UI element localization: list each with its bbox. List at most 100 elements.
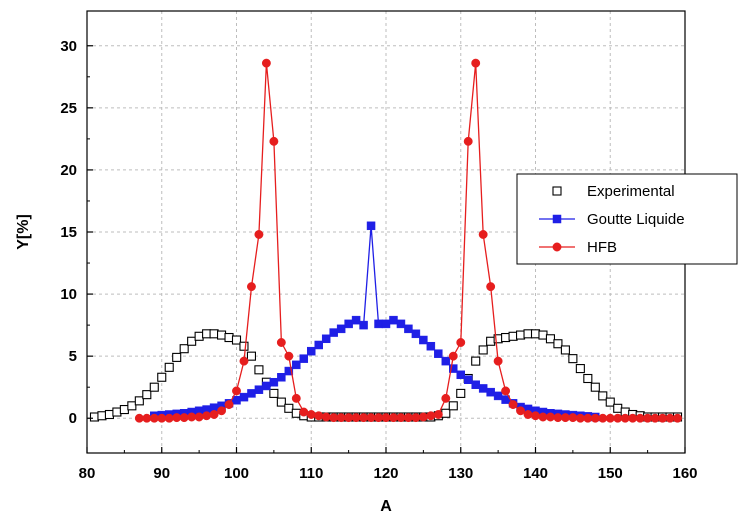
- data-point: [149, 382, 159, 392]
- data-point: [613, 403, 623, 413]
- data-point: [583, 413, 593, 423]
- data-point: [314, 411, 324, 421]
- data-point: [411, 329, 421, 339]
- data-point: [381, 413, 391, 423]
- data-point: [411, 413, 421, 423]
- y-tick-label: 5: [69, 348, 77, 365]
- data-point: [643, 413, 653, 423]
- data-point: [381, 319, 391, 329]
- data-point: [299, 354, 309, 363]
- data-point: [650, 413, 660, 423]
- data-point: [389, 315, 398, 325]
- legend-marker: [552, 242, 562, 252]
- data-point: [217, 330, 227, 340]
- legend-item: Goutte Liquide: [539, 211, 685, 228]
- data-point: [351, 413, 361, 423]
- x-tick-label: 110: [299, 465, 323, 482]
- data-point: [366, 413, 376, 423]
- data-point: [620, 413, 630, 423]
- data-point: [299, 407, 309, 417]
- data-point: [366, 221, 376, 231]
- series-1: [150, 221, 600, 422]
- data-point: [157, 372, 167, 382]
- data-point: [538, 330, 548, 340]
- data-point: [254, 230, 264, 239]
- data-point: [187, 412, 197, 422]
- y-tick-label: 0: [69, 410, 77, 427]
- legend-item: HFB: [539, 239, 617, 256]
- data-point: [523, 329, 533, 339]
- legend-marker: [552, 186, 562, 196]
- y-tick-label: 15: [60, 224, 77, 241]
- data-point: [142, 390, 152, 400]
- data-point: [231, 335, 242, 345]
- data-point: [471, 380, 480, 389]
- data-point: [665, 413, 675, 423]
- data-point: [202, 329, 212, 339]
- data-point: [336, 324, 346, 334]
- data-point: [419, 335, 428, 345]
- data-point: [486, 282, 496, 292]
- data-point: [575, 413, 585, 423]
- data-point: [449, 364, 458, 373]
- legend-label: Experimental: [587, 183, 675, 200]
- ticks: 80 90 100 110 120 130 140 150 160 0 5 10 15 20 25 30: [60, 38, 697, 482]
- data-point: [389, 413, 398, 423]
- data-point: [246, 351, 256, 361]
- data-point: [493, 391, 503, 401]
- data-point: [590, 382, 600, 392]
- data-point: [613, 413, 623, 423]
- data-point: [321, 412, 331, 422]
- data-point: [291, 393, 301, 403]
- data-point: [351, 315, 361, 325]
- data-point: [149, 413, 159, 423]
- data-point: [448, 401, 458, 411]
- data-point: [291, 408, 301, 418]
- data-point: [590, 413, 600, 423]
- data-point: [478, 230, 488, 239]
- data-point: [262, 381, 271, 391]
- x-tick-label: 100: [224, 465, 249, 482]
- data-point: [247, 389, 256, 398]
- data-point: [605, 397, 615, 407]
- data-point: [583, 373, 593, 384]
- data-point: [598, 391, 608, 401]
- data-point: [403, 413, 413, 423]
- data-point: [426, 341, 436, 351]
- data-point: [89, 412, 100, 422]
- series-layer: [89, 58, 683, 423]
- data-point: [306, 410, 316, 419]
- data-point: [284, 351, 294, 361]
- x-tick-label: 130: [448, 465, 473, 482]
- x-tick-label: 140: [523, 465, 548, 482]
- data-point: [119, 404, 129, 415]
- data-point: [314, 340, 323, 350]
- data-point: [508, 331, 518, 341]
- data-point: [426, 411, 436, 421]
- data-point: [575, 364, 585, 374]
- y-axis-title: Y[%]: [15, 214, 32, 250]
- data-point: [374, 319, 383, 329]
- x-tick-label: 150: [598, 465, 623, 482]
- data-point: [217, 406, 227, 416]
- data-point: [261, 58, 271, 68]
- data-point: [516, 406, 525, 416]
- data-point: [545, 334, 556, 344]
- data-point: [224, 400, 234, 410]
- data-point: [239, 392, 249, 402]
- data-point: [254, 365, 264, 375]
- data-point: [104, 409, 114, 420]
- data-point: [292, 360, 301, 370]
- data-point: [493, 356, 503, 366]
- data-point: [441, 356, 451, 366]
- data-point: [374, 413, 383, 423]
- data-point: [598, 413, 608, 423]
- y-tick-label: 25: [60, 100, 77, 117]
- data-point: [127, 401, 137, 411]
- x-tick-label: 90: [153, 465, 170, 482]
- data-point: [164, 413, 174, 423]
- x-tick-label: 160: [672, 465, 697, 482]
- data-point: [232, 395, 241, 405]
- data-point: [269, 136, 279, 146]
- legend-marker: [552, 214, 562, 224]
